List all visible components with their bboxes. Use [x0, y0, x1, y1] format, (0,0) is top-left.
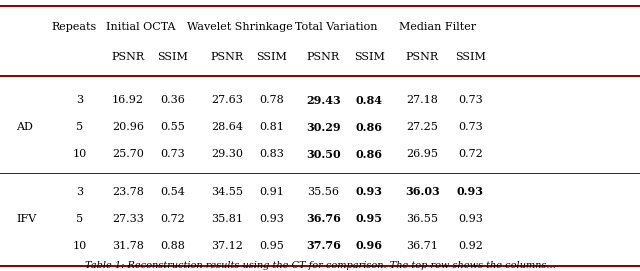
Text: 37.76: 37.76 — [306, 240, 340, 251]
Text: Median Filter: Median Filter — [399, 22, 476, 32]
Text: 36.76: 36.76 — [306, 213, 340, 224]
Text: 29.30: 29.30 — [211, 150, 243, 159]
Text: 37.12: 37.12 — [211, 241, 243, 251]
Text: 31.78: 31.78 — [112, 241, 144, 251]
Text: Wavelet Shrinkage: Wavelet Shrinkage — [187, 22, 293, 32]
Text: 16.92: 16.92 — [112, 95, 144, 105]
Text: 0.78: 0.78 — [260, 95, 284, 105]
Text: 10: 10 — [73, 241, 87, 251]
Text: 27.63: 27.63 — [211, 95, 243, 105]
Text: AD: AD — [16, 122, 33, 132]
Text: SSIM: SSIM — [354, 52, 385, 62]
Text: 27.33: 27.33 — [112, 214, 144, 224]
Text: 29.43: 29.43 — [306, 95, 340, 106]
Text: 0.88: 0.88 — [161, 241, 185, 251]
Text: 0.55: 0.55 — [161, 122, 185, 132]
Text: 0.86: 0.86 — [356, 122, 383, 133]
Text: 0.72: 0.72 — [458, 150, 483, 159]
Text: 0.86: 0.86 — [356, 149, 383, 160]
Text: IFV: IFV — [16, 214, 36, 224]
Text: 0.93: 0.93 — [260, 214, 284, 224]
Text: 0.93: 0.93 — [356, 186, 383, 197]
Text: 0.54: 0.54 — [161, 187, 185, 196]
Text: SSIM: SSIM — [157, 52, 188, 62]
Text: Initial OCTA: Initial OCTA — [106, 22, 175, 32]
Text: 36.55: 36.55 — [406, 214, 438, 224]
Text: 30.29: 30.29 — [306, 122, 340, 133]
Text: 23.78: 23.78 — [112, 187, 144, 196]
Text: 5: 5 — [76, 122, 84, 132]
Text: 0.81: 0.81 — [260, 122, 284, 132]
Text: 0.91: 0.91 — [260, 187, 284, 196]
Text: 35.56: 35.56 — [307, 187, 339, 196]
Text: 0.36: 0.36 — [161, 95, 185, 105]
Text: Repeats: Repeats — [51, 22, 96, 32]
Text: 28.64: 28.64 — [211, 122, 243, 132]
Text: SSIM: SSIM — [257, 52, 287, 62]
Text: 10: 10 — [73, 150, 87, 159]
Text: 20.96: 20.96 — [112, 122, 144, 132]
Text: SSIM: SSIM — [455, 52, 486, 62]
Text: 0.95: 0.95 — [356, 213, 383, 224]
Text: 3: 3 — [76, 187, 84, 196]
Text: 0.95: 0.95 — [260, 241, 284, 251]
Text: 0.73: 0.73 — [458, 122, 483, 132]
Text: 5: 5 — [76, 214, 84, 224]
Text: PSNR: PSNR — [406, 52, 439, 62]
Text: 0.73: 0.73 — [161, 150, 185, 159]
Text: 34.55: 34.55 — [211, 187, 243, 196]
Text: 0.93: 0.93 — [457, 186, 484, 197]
Text: 27.18: 27.18 — [406, 95, 438, 105]
Text: 27.25: 27.25 — [406, 122, 438, 132]
Text: 25.70: 25.70 — [112, 150, 144, 159]
Text: 0.92: 0.92 — [458, 241, 483, 251]
Text: Table 1: Reconstruction results using the CT for comparison. The top row shows t: Table 1: Reconstruction results using th… — [84, 261, 556, 270]
Text: 0.84: 0.84 — [356, 95, 383, 106]
Text: 0.83: 0.83 — [260, 150, 284, 159]
Text: 0.96: 0.96 — [356, 240, 383, 251]
Text: 35.81: 35.81 — [211, 214, 243, 224]
Text: 0.93: 0.93 — [458, 214, 483, 224]
Text: 26.95: 26.95 — [406, 150, 438, 159]
Text: 36.71: 36.71 — [406, 241, 438, 251]
Text: 30.50: 30.50 — [306, 149, 340, 160]
Text: PSNR: PSNR — [307, 52, 340, 62]
Text: 0.73: 0.73 — [458, 95, 483, 105]
Text: PSNR: PSNR — [211, 52, 244, 62]
Text: 3: 3 — [76, 95, 84, 105]
Text: 36.03: 36.03 — [405, 186, 440, 197]
Text: Total Variation: Total Variation — [296, 22, 378, 32]
Text: 0.72: 0.72 — [161, 214, 185, 224]
Text: PSNR: PSNR — [111, 52, 145, 62]
